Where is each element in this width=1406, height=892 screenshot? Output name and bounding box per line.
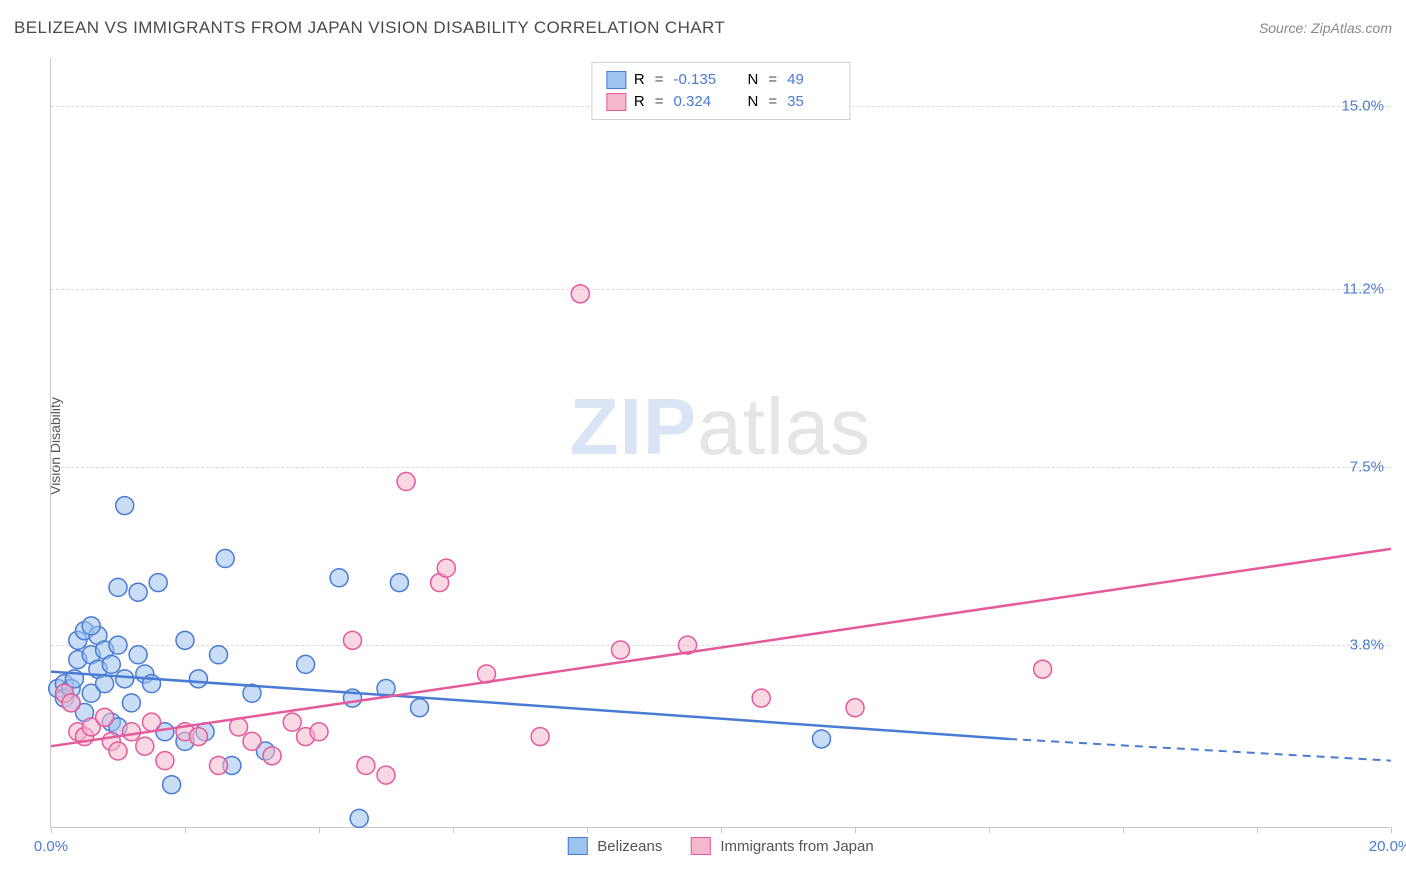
scatter-point [96, 675, 114, 693]
x-tick [1391, 827, 1392, 833]
legend-swatch-series1 [567, 837, 587, 855]
legend-label-series1: Belizeans [597, 838, 662, 855]
legend-series: Belizeans Immigrants from Japan [567, 837, 873, 855]
scatter-point [156, 752, 174, 770]
scatter-point [129, 646, 147, 664]
scatter-point [109, 636, 127, 654]
n-value-series1: 49 [787, 69, 835, 91]
scatter-point [310, 723, 328, 741]
scatter-point [243, 732, 261, 750]
scatter-point [283, 713, 301, 731]
x-tick [1257, 827, 1258, 833]
x-tick [51, 827, 52, 833]
scatter-point [813, 730, 831, 748]
scatter-point [297, 655, 315, 673]
chart-svg [51, 58, 1390, 827]
scatter-point [612, 641, 630, 659]
source-attribution: Source: ZipAtlas.com [1259, 20, 1392, 36]
n-label: N [748, 91, 759, 113]
r-label: R [634, 69, 645, 91]
scatter-point [176, 631, 194, 649]
legend-row-series1: R = -0.135 N = 49 [606, 69, 835, 91]
scatter-point [122, 694, 140, 712]
scatter-point [216, 550, 234, 568]
scatter-point [357, 756, 375, 774]
legend-item-series2: Immigrants from Japan [690, 837, 873, 855]
chart-header: BELIZEAN VS IMMIGRANTS FROM JAPAN VISION… [14, 18, 1392, 38]
scatter-point [210, 756, 228, 774]
scatter-point [189, 670, 207, 688]
scatter-point [96, 708, 114, 726]
scatter-point [109, 742, 127, 760]
r-value-series1: -0.135 [674, 69, 722, 91]
x-tick [855, 827, 856, 833]
scatter-point [129, 583, 147, 601]
legend-swatch-series2 [606, 93, 626, 111]
scatter-point [136, 737, 154, 755]
scatter-point [344, 631, 362, 649]
scatter-point [397, 473, 415, 491]
chart-title: BELIZEAN VS IMMIGRANTS FROM JAPAN VISION… [14, 18, 725, 38]
scatter-point [189, 728, 207, 746]
x-tick [319, 827, 320, 833]
scatter-point [531, 728, 549, 746]
scatter-point [411, 699, 429, 717]
eq-sign: = [768, 69, 777, 91]
scatter-point [752, 689, 770, 707]
legend-item-series1: Belizeans [567, 837, 662, 855]
trend-line-extrapolated [1009, 739, 1391, 761]
scatter-point [149, 574, 167, 592]
x-tick [453, 827, 454, 833]
scatter-point [846, 699, 864, 717]
x-tick [721, 827, 722, 833]
legend-swatch-series2 [690, 837, 710, 855]
x-label-end: 20.0% [1369, 838, 1406, 855]
scatter-point [62, 694, 80, 712]
scatter-point [571, 285, 589, 303]
scatter-point [377, 766, 395, 784]
scatter-point [109, 578, 127, 596]
scatter-point [350, 809, 368, 827]
x-tick [1123, 827, 1124, 833]
scatter-point [102, 655, 120, 673]
scatter-point [116, 670, 134, 688]
r-label: R [634, 91, 645, 113]
source-value: ZipAtlas.com [1311, 20, 1392, 36]
legend-correlation: R = -0.135 N = 49 R = 0.324 N = 35 [591, 62, 850, 120]
scatter-point [116, 497, 134, 515]
n-label: N [748, 69, 759, 91]
scatter-point [163, 776, 181, 794]
x-tick [989, 827, 990, 833]
eq-sign: = [655, 69, 664, 91]
x-label-start: 0.0% [34, 838, 68, 855]
legend-row-series2: R = 0.324 N = 35 [606, 91, 835, 113]
legend-label-series2: Immigrants from Japan [720, 838, 873, 855]
trend-line [51, 549, 1391, 746]
scatter-point [437, 559, 455, 577]
plot-area: ZIPatlas 3.8%7.5%11.2%15.0% R = -0.135 N… [50, 58, 1390, 828]
r-value-series2: 0.324 [674, 91, 722, 113]
eq-sign: = [655, 91, 664, 113]
x-tick [587, 827, 588, 833]
scatter-point [210, 646, 228, 664]
scatter-point [143, 713, 161, 731]
n-value-series2: 35 [787, 91, 835, 113]
scatter-point [82, 617, 100, 635]
scatter-point [122, 723, 140, 741]
scatter-point [1034, 660, 1052, 678]
legend-swatch-series1 [606, 71, 626, 89]
source-label: Source: [1259, 20, 1307, 36]
scatter-point [263, 747, 281, 765]
x-tick [185, 827, 186, 833]
scatter-point [390, 574, 408, 592]
eq-sign: = [768, 91, 777, 113]
scatter-point [330, 569, 348, 587]
